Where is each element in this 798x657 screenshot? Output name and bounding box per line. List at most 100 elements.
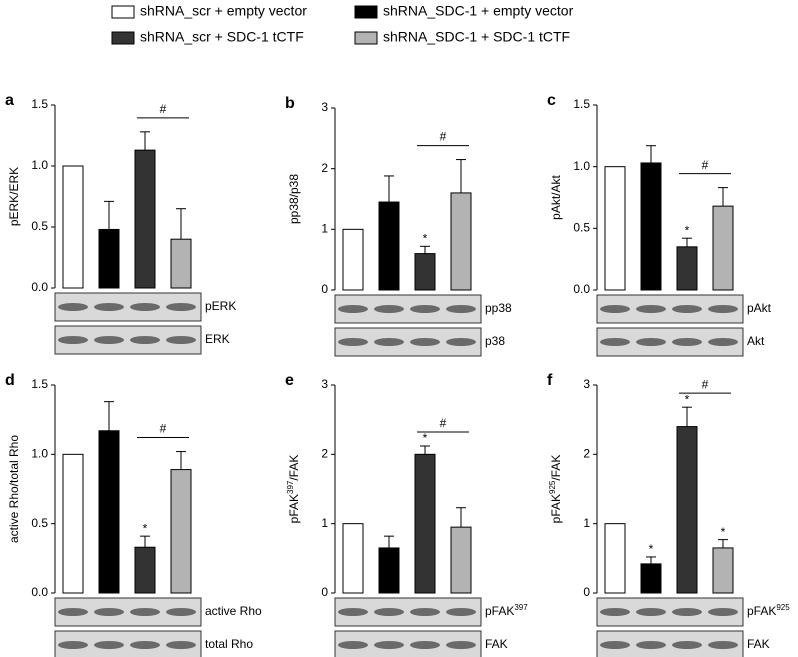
y-axis-label-part: 925 — [548, 480, 557, 494]
blot-band — [410, 338, 440, 346]
legend-swatch — [354, 31, 378, 45]
y-tick-label: 2 — [321, 161, 328, 175]
legend-swatch — [111, 5, 135, 19]
bar — [98, 228, 120, 289]
blot-band — [166, 641, 196, 649]
blot-label-part: 925 — [776, 603, 790, 612]
bar — [676, 246, 698, 291]
blot-label-part: active Rho — [205, 604, 262, 618]
blot-band — [672, 608, 702, 616]
blot-band — [708, 305, 738, 313]
bracket-label: # — [440, 416, 447, 430]
blot-label-part: FAK — [485, 637, 508, 651]
blot-label: active Rho — [205, 604, 262, 618]
y-tick-label: 1.0 — [31, 158, 48, 172]
bar — [676, 426, 698, 594]
significance-star: * — [143, 521, 148, 535]
panel-letter: e — [285, 372, 294, 389]
blot-label: pAkt — [747, 301, 772, 315]
bar — [62, 165, 84, 289]
y-tick-label: 0.5 — [31, 219, 48, 233]
legend-text: shRNA_scr + empty vector — [140, 3, 307, 19]
y-tick-label: 0.5 — [31, 516, 48, 530]
significance-star: * — [423, 431, 428, 445]
blot-band — [636, 338, 666, 346]
y-tick-label: 1.0 — [573, 159, 590, 173]
bar — [342, 228, 364, 291]
blot-band — [672, 305, 702, 313]
blot-label-part: FAK — [747, 637, 770, 651]
bar — [98, 430, 120, 594]
y-axis-label-part: pFAK — [287, 494, 301, 523]
legend-swatch — [354, 5, 378, 19]
bar — [604, 523, 626, 594]
y-tick-label: 0 — [583, 585, 590, 599]
y-axis-label: pFAK925/FAK — [548, 455, 564, 524]
bar — [134, 546, 156, 594]
y-tick-label: 3 — [583, 377, 590, 391]
y-tick-label: 1 — [583, 516, 590, 530]
blot-band — [130, 336, 160, 344]
y-axis-label-part: pFAK — [549, 494, 563, 523]
blot-band — [58, 303, 88, 311]
y-tick-label: 0 — [321, 282, 328, 296]
bar — [414, 253, 436, 291]
blot-label-part: ERK — [205, 332, 230, 346]
y-tick-label: 1 — [321, 222, 328, 236]
blot-label: pFAK397 — [485, 603, 528, 619]
y-tick-label: 0.5 — [573, 221, 590, 235]
y-tick-label: 0.0 — [31, 585, 48, 599]
bar — [134, 149, 156, 289]
blot-band — [446, 305, 476, 313]
bracket-label: # — [440, 130, 447, 144]
blot-band — [600, 305, 630, 313]
bar — [378, 201, 400, 291]
blot-band — [636, 608, 666, 616]
blot-band — [636, 305, 666, 313]
blot-label-part: pp38 — [485, 301, 512, 315]
significance-star: * — [685, 223, 690, 237]
y-tick-label: 1 — [321, 516, 328, 530]
blot-band — [58, 608, 88, 616]
bar — [604, 166, 626, 291]
y-tick-label: 1.5 — [31, 97, 48, 111]
bracket-label: # — [160, 102, 167, 116]
blot-band — [446, 338, 476, 346]
y-axis-label: pp38/p38 — [287, 174, 301, 224]
blot-band — [708, 338, 738, 346]
blot-label: Akt — [747, 334, 765, 348]
blot-band — [374, 641, 404, 649]
blot-label-part: pFAK — [485, 604, 514, 618]
blot-band — [410, 305, 440, 313]
blot-band — [374, 608, 404, 616]
blot-band — [130, 608, 160, 616]
y-tick-label: 0 — [321, 585, 328, 599]
bar — [640, 162, 662, 291]
blot-band — [600, 608, 630, 616]
blot-label: p38 — [485, 334, 505, 348]
blot-label-part: p38 — [485, 334, 505, 348]
blot-label: pERK — [205, 299, 236, 313]
blot-band — [94, 608, 124, 616]
blot-band — [94, 336, 124, 344]
panel-letter: b — [285, 95, 295, 112]
blot-label-part: pERK — [205, 299, 236, 313]
blot-label-part: Akt — [747, 334, 765, 348]
y-axis-label-part: /FAK — [549, 455, 563, 481]
panel-letter: a — [5, 92, 14, 109]
blot-label-part: 397 — [514, 603, 528, 612]
legend-text: shRNA_scr + SDC-1 tCTF — [140, 29, 304, 45]
bar — [342, 523, 364, 594]
y-axis-label-part: pERK/ERK — [7, 167, 21, 226]
blot-band — [166, 608, 196, 616]
panel-letter: f — [547, 372, 553, 389]
blot-label-part: pAkt — [747, 301, 772, 315]
blot-band — [708, 641, 738, 649]
y-tick-label: 1.5 — [31, 377, 48, 391]
bar — [170, 469, 192, 594]
legend-text: shRNA_SDC-1 + SDC-1 tCTF — [383, 29, 570, 45]
blot-band — [166, 336, 196, 344]
y-axis-label-part: /FAK — [287, 455, 301, 481]
blot-band — [672, 338, 702, 346]
